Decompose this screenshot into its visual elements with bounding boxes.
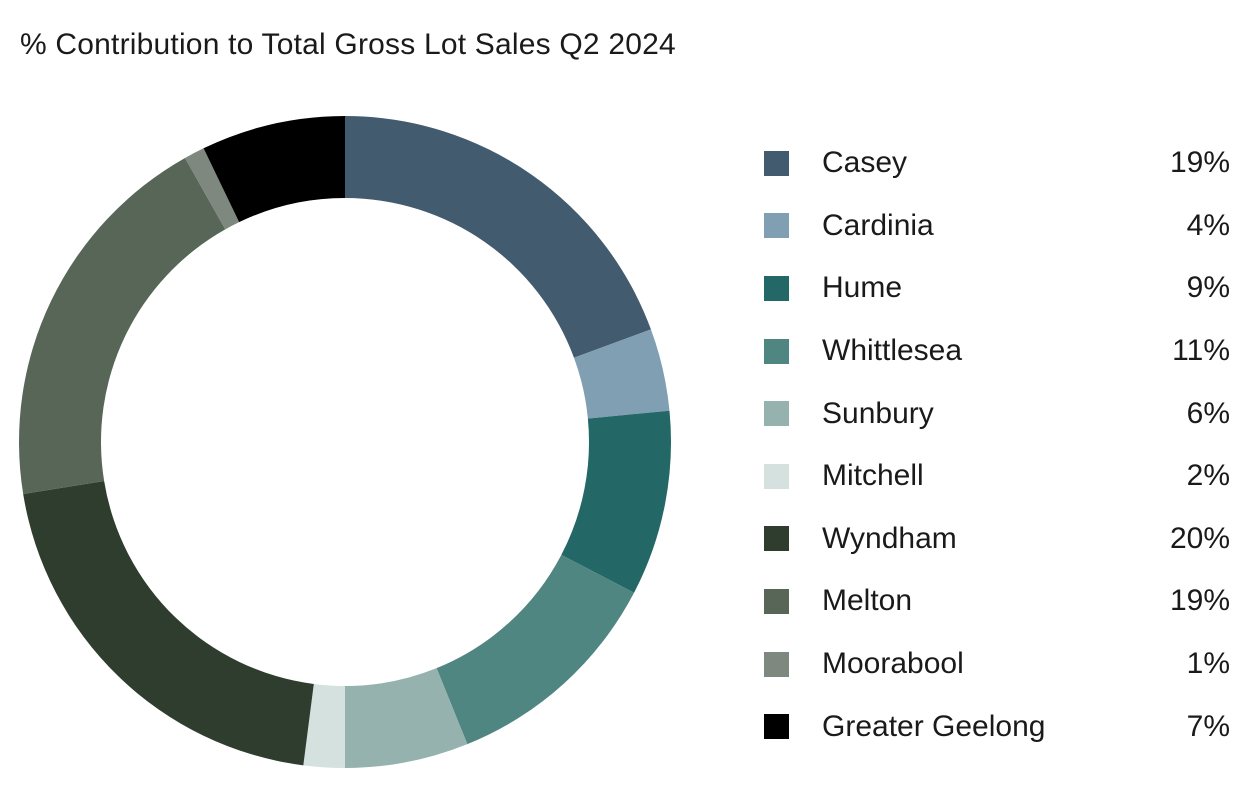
legend-swatch: [764, 588, 789, 614]
legend-item-hume: Hume 9%: [764, 257, 1234, 320]
donut-slice-wyndham: [23, 480, 314, 766]
legend-swatch: [764, 401, 789, 427]
legend-label: Sunbury: [822, 396, 934, 430]
legend-value: 7%: [1186, 709, 1230, 743]
legend-value: 11%: [1172, 334, 1230, 368]
legend-label: Whittlesea: [822, 334, 963, 368]
legend-swatch: [764, 714, 789, 740]
legend-item-greater-geelong: Greater Geelong 7%: [764, 695, 1234, 758]
donut-slice-melton: [19, 157, 226, 495]
legend-value: 9%: [1186, 271, 1230, 305]
donut-slice-sunbury: [345, 668, 468, 768]
legend-swatch: [764, 338, 789, 364]
legend-label: Wyndham: [822, 521, 957, 555]
legend-value: 1%: [1186, 647, 1230, 681]
legend-item-moorabool: Moorabool 1%: [764, 633, 1234, 696]
legend-label: Mitchell: [822, 459, 924, 493]
donut-chart: [19, 116, 671, 768]
legend-item-casey: Casey 19%: [764, 132, 1234, 195]
donut-slice-cardinia: [573, 329, 670, 419]
chart-legend: Casey 19% Cardinia 4% Hume 9% Whittlesea 11% Sun…: [764, 132, 1234, 758]
legend-value: 2%: [1186, 459, 1230, 493]
legend-label: Moorabool: [822, 647, 964, 681]
legend-value: 6%: [1186, 396, 1230, 430]
legend-label: Melton: [822, 584, 913, 618]
legend-value: 20%: [1169, 521, 1230, 555]
legend-label: Cardinia: [822, 208, 934, 242]
legend-value: 19%: [1169, 146, 1230, 180]
donut-slice-casey: [345, 116, 651, 358]
legend-item-melton: Melton 19%: [764, 570, 1234, 633]
legend-swatch: [764, 275, 789, 301]
legend-item-whittlesea: Whittlesea 11%: [764, 320, 1234, 383]
legend-item-mitchell: Mitchell 2%: [764, 445, 1234, 508]
legend-swatch: [764, 150, 789, 176]
donut-slice-whittlesea: [436, 554, 635, 745]
chart-title: % Contribution to Total Gross Lot Sales …: [20, 28, 676, 61]
legend-swatch: [764, 213, 789, 239]
legend-value: 19%: [1169, 584, 1230, 618]
donut-slice-mitchell: [303, 683, 345, 768]
legend-item-cardinia: Cardinia 4%: [764, 195, 1234, 258]
legend-label: Greater Geelong: [822, 709, 1046, 743]
legend-item-sunbury: Sunbury 6%: [764, 382, 1234, 445]
legend-swatch: [764, 463, 789, 489]
donut-slice-greater-geelong: [203, 116, 345, 223]
legend-label: Casey: [822, 146, 908, 180]
donut-slice-moorabool: [185, 148, 240, 230]
legend-value: 4%: [1186, 208, 1230, 242]
legend-swatch: [764, 651, 789, 677]
donut-slice-hume: [561, 410, 671, 593]
legend-label: Hume: [822, 271, 903, 305]
legend-swatch: [764, 526, 789, 552]
legend-item-wyndham: Wyndham 20%: [764, 508, 1234, 571]
